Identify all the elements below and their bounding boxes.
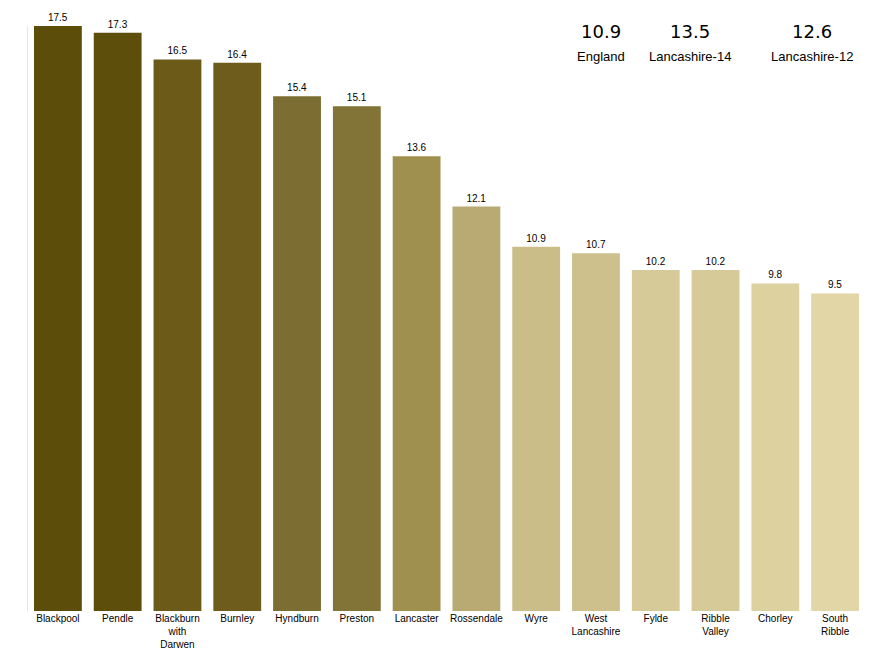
svg-text:12.1: 12.1 [466, 193, 486, 204]
svg-text:Hyndburn: Hyndburn [275, 613, 318, 624]
svg-text:17.5: 17.5 [48, 12, 68, 23]
svg-text:9.8: 9.8 [768, 269, 782, 280]
svg-text:Lancashire-14: Lancashire-14 [649, 49, 731, 64]
svg-text:Blackpool: Blackpool [36, 613, 79, 624]
svg-text:13.5: 13.5 [670, 21, 710, 42]
svg-text:Pendle: Pendle [102, 613, 134, 624]
svg-text:Fylde: Fylde [644, 613, 669, 624]
svg-text:BlackburnwithDarwen: BlackburnwithDarwen [155, 613, 199, 650]
svg-text:Burnley: Burnley [220, 613, 254, 624]
svg-text:RibbleValley: RibbleValley [701, 613, 730, 637]
svg-text:17.3: 17.3 [108, 19, 128, 30]
svg-text:15.1: 15.1 [347, 92, 367, 103]
svg-text:9.5: 9.5 [828, 279, 842, 290]
svg-text:Wyre: Wyre [525, 613, 549, 624]
svg-text:Lancashire-12: Lancashire-12 [771, 49, 853, 64]
svg-text:WestLancashire: WestLancashire [571, 613, 620, 637]
svg-text:10.9: 10.9 [526, 233, 546, 244]
svg-text:Rossendale: Rossendale [450, 613, 503, 624]
svg-text:12.6: 12.6 [792, 21, 832, 42]
svg-text:Preston: Preston [340, 613, 374, 624]
svg-text:Chorley: Chorley [758, 613, 792, 624]
svg-text:10.9: 10.9 [581, 21, 621, 42]
svg-text:15.4: 15.4 [287, 82, 307, 93]
svg-text:16.5: 16.5 [168, 45, 188, 56]
svg-text:England: England [577, 49, 625, 64]
svg-text:10.2: 10.2 [706, 256, 726, 267]
svg-text:SouthRibble: SouthRibble [821, 613, 850, 637]
svg-text:13.6: 13.6 [407, 142, 427, 153]
svg-text:16.4: 16.4 [227, 49, 247, 60]
svg-text:10.7: 10.7 [586, 239, 606, 250]
svg-text:Lancaster: Lancaster [395, 613, 440, 624]
svg-text:10.2: 10.2 [646, 256, 666, 267]
